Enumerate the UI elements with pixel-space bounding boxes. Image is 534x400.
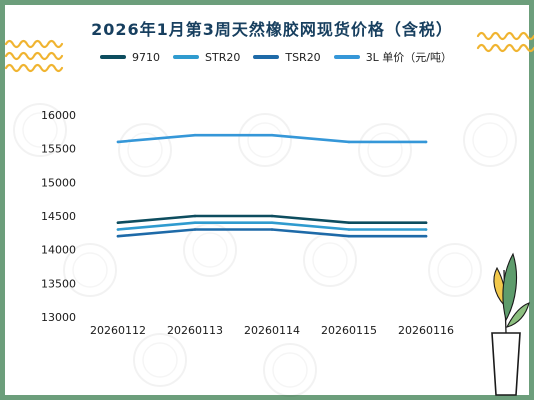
data-point	[193, 221, 197, 224]
wave-decoration-left	[4, 63, 64, 73]
legend-label-str20: STR20	[205, 50, 241, 64]
legend-label-3l: 3L 单价（元/吨）	[365, 51, 453, 64]
data-point	[347, 221, 351, 224]
wave-decoration-left	[4, 51, 64, 61]
wave-decoration-left	[4, 39, 64, 49]
data-point	[193, 214, 197, 218]
watermark-logo	[428, 243, 482, 297]
decorations	[4, 31, 534, 397]
legend-label-9710: 9710	[132, 50, 160, 64]
watermark-logo	[133, 333, 187, 387]
y-tick-label: 15500	[41, 143, 76, 156]
data-point	[270, 221, 274, 224]
data-point	[347, 234, 351, 238]
y-tick-label: 16000	[41, 109, 76, 122]
data-point	[193, 133, 197, 137]
y-axis: 13000 13500 14000 14500 15000 15500 16000	[41, 109, 76, 324]
x-tick-label: 20260112	[90, 324, 146, 337]
y-tick-label: 13000	[41, 311, 76, 324]
legend-swatch-str20	[173, 55, 199, 59]
data-point	[116, 221, 120, 224]
watermark-logo	[118, 123, 172, 177]
legend-swatch-3l	[333, 55, 360, 59]
watermark-logo	[238, 113, 292, 167]
legend-swatch-9710	[100, 55, 126, 59]
x-tick-label: 20260114	[244, 324, 300, 337]
y-tick-label: 14500	[41, 210, 76, 223]
legend-label-tsr20: TSR20	[285, 50, 321, 64]
data-point	[347, 140, 351, 144]
data-point	[424, 221, 428, 224]
plant-illustration	[491, 252, 530, 396]
data-point	[116, 228, 120, 231]
y-tick-label: 13500	[41, 277, 76, 290]
watermark-logo	[303, 233, 357, 287]
data-point	[270, 228, 274, 231]
wave-decoration-right	[476, 31, 534, 41]
legend-item-9710: 9710	[100, 51, 160, 64]
chart-legend: 9710 STR20 TSR20 3L 单价（元/吨）	[100, 47, 465, 67]
data-point	[116, 234, 120, 238]
legend-swatch-tsr20	[253, 55, 280, 59]
legend-item-str20: STR20	[173, 51, 240, 64]
x-tick-label: 20260116	[398, 324, 454, 337]
data-point	[424, 140, 428, 144]
data-point	[193, 228, 197, 231]
data-point	[270, 214, 274, 218]
data-point	[424, 228, 428, 231]
watermark-logo	[263, 343, 317, 397]
chart-title: 2026年1月第3周天然橡胶网现货价格（含税）	[91, 20, 453, 39]
x-axis: 20260112 20260113 20260114 20260115 20260116	[90, 324, 454, 337]
x-tick-label: 20260113	[167, 324, 223, 337]
watermark-logo	[358, 123, 412, 177]
y-tick-label: 15000	[41, 176, 76, 189]
wave-decoration-right	[476, 43, 534, 53]
data-point	[116, 140, 120, 144]
x-tick-label: 20260115	[321, 324, 377, 337]
series-lines	[116, 133, 428, 238]
y-tick-label: 14000	[41, 244, 76, 257]
watermark-logo	[463, 113, 517, 167]
data-point	[424, 234, 428, 238]
watermark-logo	[63, 243, 117, 297]
watermark-logo	[13, 103, 67, 157]
data-point	[347, 228, 351, 231]
watermark-logo	[183, 223, 237, 277]
data-point	[270, 133, 274, 137]
legend-item-3l: 3L 单价（元/吨）	[333, 49, 453, 65]
legend-item-tsr20: TSR20	[253, 50, 321, 64]
